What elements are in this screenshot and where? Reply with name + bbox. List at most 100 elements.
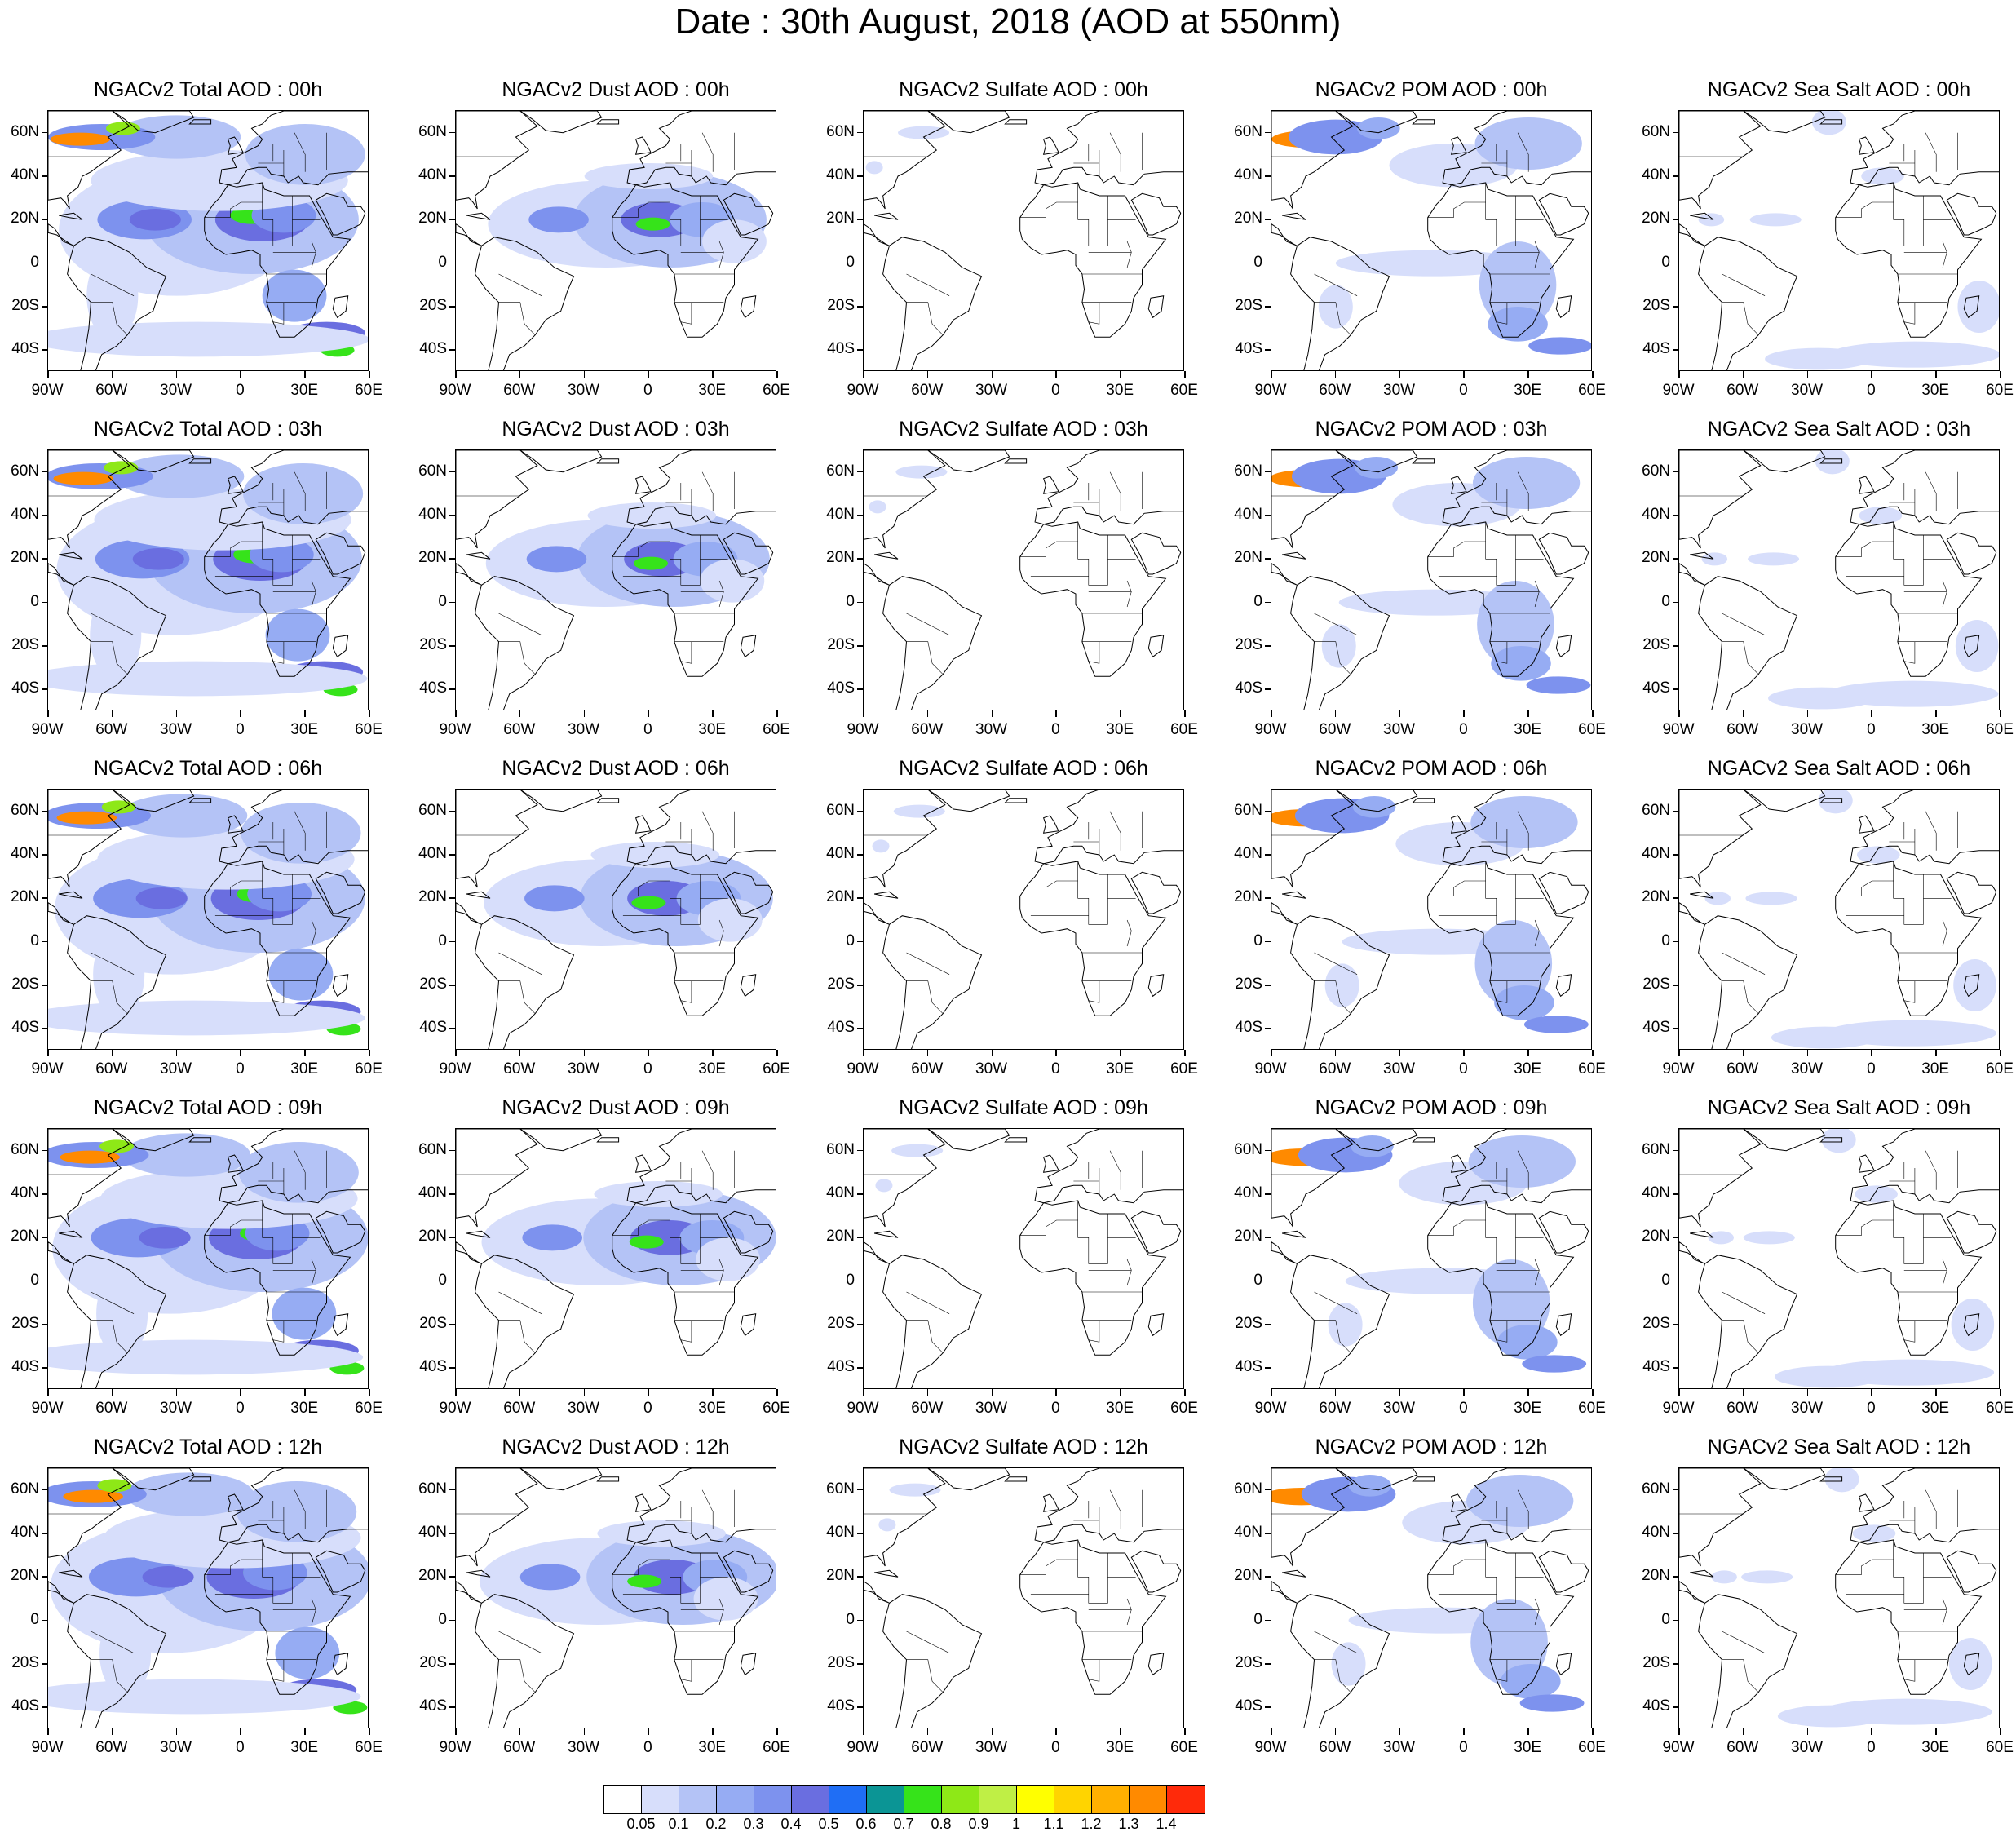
aod-field <box>1701 552 1728 566</box>
map-frame <box>1678 110 2000 371</box>
coastline-arabia <box>1538 1210 1589 1254</box>
lon-label: 60W <box>911 1060 944 1078</box>
coastline-uk <box>1858 1154 1875 1173</box>
coastline-southAmerica <box>1698 1255 1798 1388</box>
coastline-centralAmerica <box>1271 563 1298 586</box>
aod-field <box>631 896 666 909</box>
lat-label: 0 <box>438 253 447 271</box>
coastline-madagascar <box>1555 295 1572 319</box>
coastline-africa <box>1427 182 1575 338</box>
country-border <box>1722 641 1759 675</box>
lon-tick <box>1592 1389 1594 1396</box>
panel-title: NGACv2 POM AOD : 09h <box>1315 1096 1548 1119</box>
coastline-iceland <box>1819 798 1843 803</box>
coastline-uk <box>1042 1154 1059 1173</box>
lon-label: 60W <box>1319 382 1351 399</box>
aod-field <box>697 898 763 942</box>
aod-field <box>99 1139 135 1153</box>
lat-tick <box>42 1619 47 1622</box>
lat-tick <box>857 1280 863 1282</box>
lon-label: 0 <box>643 1739 652 1756</box>
coastline-greenland <box>519 1129 603 1152</box>
lat-label: 40N <box>418 166 447 184</box>
lat-tick <box>1265 897 1271 899</box>
aod-map <box>456 1129 776 1388</box>
country-border <box>1019 1559 1078 1575</box>
lon-label: 0 <box>1459 721 1468 738</box>
aod-field <box>878 1518 896 1532</box>
lon-label: 90W <box>1662 1400 1695 1417</box>
lat-tick <box>857 1706 863 1708</box>
lon-label: 30E <box>1106 1400 1134 1417</box>
coastline-madagascar <box>332 1653 349 1676</box>
lat-tick <box>1265 1193 1271 1195</box>
lat-label: 20N <box>1642 1228 1670 1246</box>
panel-title: NGACv2 Sulfate AOD : 03h <box>899 418 1148 440</box>
lat-tick <box>42 985 47 986</box>
lat-label: 60N <box>418 462 447 480</box>
aod-field <box>1857 846 1900 864</box>
aod-field <box>1491 646 1551 681</box>
country-border <box>311 580 316 608</box>
coastline-southAmerica <box>67 237 167 370</box>
lon-label: 60E <box>355 721 382 738</box>
coastline-madagascar <box>740 635 757 658</box>
lat-label: 20N <box>826 888 855 906</box>
coastline-uk <box>1858 1493 1875 1512</box>
lon-label: 90W <box>1254 721 1287 738</box>
country-border <box>906 952 950 975</box>
country-border <box>1019 1219 1078 1236</box>
coastline-uk <box>1042 136 1059 155</box>
lon-label: 30W <box>1791 382 1824 399</box>
coastline-madagascar <box>740 1653 757 1676</box>
lat-tick <box>1673 1663 1678 1665</box>
lat-tick <box>1673 985 1678 986</box>
lat-tick <box>1673 1237 1678 1238</box>
aod-field <box>1522 1355 1587 1373</box>
country-border <box>1534 919 1540 947</box>
country-border <box>1722 1631 1766 1653</box>
lon-tick <box>1806 1389 1809 1396</box>
coastline-arabia <box>1946 192 1997 236</box>
lon-label: 0 <box>236 1400 245 1417</box>
aod-field <box>86 252 139 339</box>
lon-label: 0 <box>1459 1739 1468 1756</box>
coastline-africa <box>1835 1539 1983 1695</box>
lon-label: 90W <box>847 721 879 738</box>
aod-field <box>1335 250 1529 277</box>
lon-label: 0 <box>1459 382 1468 399</box>
lon-tick <box>863 710 864 717</box>
country-border <box>1485 1201 1516 1264</box>
aod-field <box>1528 337 1591 355</box>
lat-label: 40N <box>1642 506 1670 523</box>
aod-field <box>243 463 364 524</box>
lon-tick <box>1184 371 1186 378</box>
country-border <box>91 641 128 675</box>
lat-label: 0 <box>30 1610 39 1628</box>
coastline-uk <box>1042 815 1059 834</box>
lat-label: 60N <box>1234 462 1262 480</box>
lat-tick <box>42 262 47 264</box>
panel-title: NGACv2 POM AOD : 00h <box>1315 78 1548 101</box>
coastline-northAmerica <box>864 450 946 549</box>
map-frame <box>455 1128 776 1389</box>
coastline-cuba <box>873 891 899 899</box>
lon-tick <box>776 1389 778 1396</box>
lon-tick <box>1271 371 1272 378</box>
lon-tick <box>1806 371 1809 378</box>
lon-label: 0 <box>1459 1060 1468 1078</box>
lat-tick <box>1265 1149 1271 1152</box>
lon-label: 60W <box>95 1060 128 1078</box>
lon-tick <box>2000 1389 2001 1396</box>
lat-label: 0 <box>438 592 447 610</box>
panel-title: NGACv2 Total AOD : 06h <box>93 757 323 780</box>
country-border <box>1314 1631 1358 1653</box>
country-border <box>1314 1291 1358 1314</box>
coastline-northAmerica <box>456 1129 538 1228</box>
coastline-iceland <box>1412 119 1435 125</box>
lat-tick <box>42 558 47 560</box>
aod-field <box>135 887 188 909</box>
coastline-southAmerica <box>475 576 575 710</box>
country-border <box>1496 302 1508 325</box>
lat-tick <box>1673 1367 1678 1369</box>
